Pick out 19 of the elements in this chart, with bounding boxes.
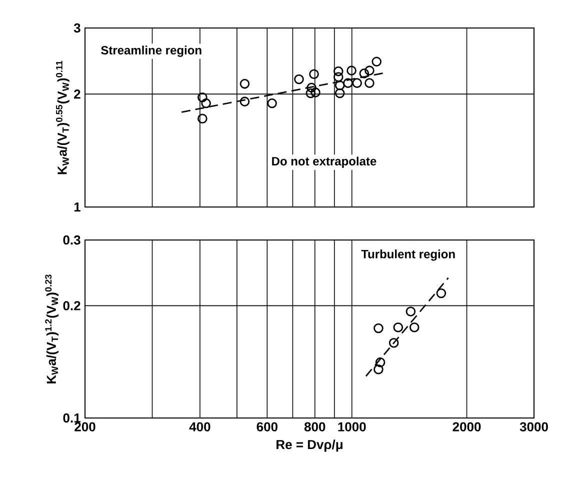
annotation: Streamline region bbox=[101, 46, 202, 57]
x-tick-label: 800 bbox=[304, 422, 326, 432]
x-tick-label: 600 bbox=[256, 422, 278, 432]
annotation: Do not extrapolate bbox=[272, 156, 376, 168]
text: K$_{W}$a/(V$_{T}$)$^{1.2}$(V$_{W}$)$^{0.23}$ bbox=[45, 274, 59, 384]
x-tick-label: 400 bbox=[189, 422, 210, 432]
x-tick-label: 1000 bbox=[338, 422, 366, 432]
y-tick-label: 3 bbox=[74, 23, 80, 33]
y-tick-label: 0.1 bbox=[63, 413, 80, 423]
text: K$_{W}$a/(V$_{T}$)$^{0.55}$(V$_{W}$)$^{0.11}$ bbox=[56, 60, 70, 174]
x-tick-label: 200 bbox=[74, 422, 96, 432]
annotation: Turbulent region bbox=[361, 250, 455, 261]
x-axis-title: Re = Dvρ/μ bbox=[276, 440, 342, 452]
x-tick-label: 2000 bbox=[452, 422, 481, 432]
y-tick-label: 2 bbox=[74, 90, 80, 99]
y-tick-label: 0.3 bbox=[63, 235, 80, 245]
x-tick-label: 3000 bbox=[520, 422, 548, 432]
y-tick-label: 1 bbox=[74, 202, 80, 212]
y-tick-label: 0.2 bbox=[63, 301, 80, 310]
